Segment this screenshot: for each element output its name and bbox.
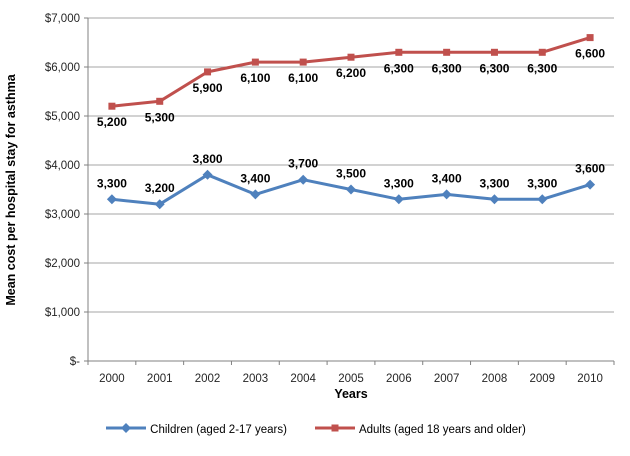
y-tick-label: $6,000 [45, 62, 80, 74]
y-tick-label: $- [70, 356, 80, 368]
data-point-marker-children [250, 189, 261, 200]
data-label-adults: 6,300 [432, 61, 462, 75]
data-point-marker-children [106, 194, 117, 205]
y-tick-label: $4,000 [45, 160, 80, 172]
x-tick-label: 2000 [99, 373, 125, 385]
data-label-adults: 6,300 [527, 61, 557, 75]
x-tick-label: 2010 [577, 373, 603, 385]
data-point-marker-children [441, 189, 452, 200]
data-label-children: 3,400 [240, 171, 270, 185]
legend-marker-children-icon [104, 422, 148, 437]
data-label-children: 3,200 [145, 181, 175, 195]
legend-item-children: Children (aged 2-17 years) [104, 422, 287, 437]
data-label-children: 3,400 [432, 171, 462, 185]
data-label-children: 3,300 [479, 176, 509, 190]
y-tick-label: $7,000 [45, 13, 80, 25]
data-point-marker-children [154, 199, 165, 210]
data-point-marker-children [489, 194, 500, 205]
data-point-marker-children [202, 169, 213, 180]
x-tick-label: 2001 [147, 373, 173, 385]
y-tick-label: $1,000 [45, 307, 80, 319]
data-label-children: 3,300 [384, 176, 414, 190]
data-point-marker-adults [395, 48, 403, 56]
data-point-marker-children [346, 184, 356, 195]
legend-item-adults: Adults (aged 18 years and older) [313, 422, 526, 437]
data-point-marker-children [393, 194, 404, 205]
x-tick-label: 2008 [482, 373, 508, 385]
data-point-marker-adults [156, 97, 164, 105]
data-point-marker-adults [251, 58, 259, 66]
data-label-adults: 6,300 [479, 61, 509, 75]
x-tick-label: 2003 [243, 373, 269, 385]
legend-label-adults: Adults (aged 18 years and older) [358, 423, 526, 436]
x-tick-label: 2005 [338, 373, 364, 385]
data-label-adults: 5,900 [193, 81, 223, 95]
data-point-marker-adults [299, 58, 307, 66]
data-label-adults: 6,100 [288, 71, 318, 85]
data-label-children: 3,700 [288, 157, 318, 171]
legend-marker-adults-icon [313, 422, 357, 437]
data-point-marker-adults [538, 48, 546, 56]
data-point-marker-adults [347, 53, 355, 61]
data-point-marker-children [585, 179, 596, 190]
data-point-marker-adults [204, 68, 212, 76]
data-label-children: 3,800 [193, 152, 223, 166]
data-label-children: 3,300 [97, 176, 127, 190]
data-point-marker-adults [586, 34, 594, 42]
data-label-children: 3,300 [527, 176, 557, 190]
data-label-adults: 6,200 [336, 66, 366, 80]
y-tick-label: $3,000 [45, 209, 80, 221]
data-point-marker-children [298, 174, 309, 185]
data-label-adults: 6,600 [575, 47, 605, 61]
data-label-children: 3,500 [336, 167, 366, 181]
y-tick-label: $5,000 [45, 111, 80, 123]
legend-label-children: Children (aged 2-17 years) [150, 423, 287, 436]
y-tick-label: $2,000 [45, 258, 80, 270]
data-label-children: 3,600 [575, 162, 605, 176]
data-point-marker-adults [490, 48, 498, 56]
x-tick-label: 2002 [195, 373, 221, 385]
x-axis-title: Years [334, 387, 368, 401]
x-tick-label: 2007 [434, 373, 460, 385]
x-tick-label: 2009 [529, 373, 555, 385]
data-point-marker-children [537, 194, 548, 205]
data-label-adults: 6,100 [240, 71, 270, 85]
x-tick-label: 2004 [290, 373, 316, 385]
data-point-marker-adults [443, 48, 451, 56]
data-point-marker-adults [108, 102, 116, 110]
data-label-adults: 5,200 [97, 115, 127, 129]
x-tick-label: 2006 [386, 373, 412, 385]
legend: Children (aged 2-17 years) Adults (aged … [0, 422, 630, 437]
data-label-adults: 5,300 [145, 110, 175, 124]
data-label-adults: 6,300 [384, 61, 414, 75]
